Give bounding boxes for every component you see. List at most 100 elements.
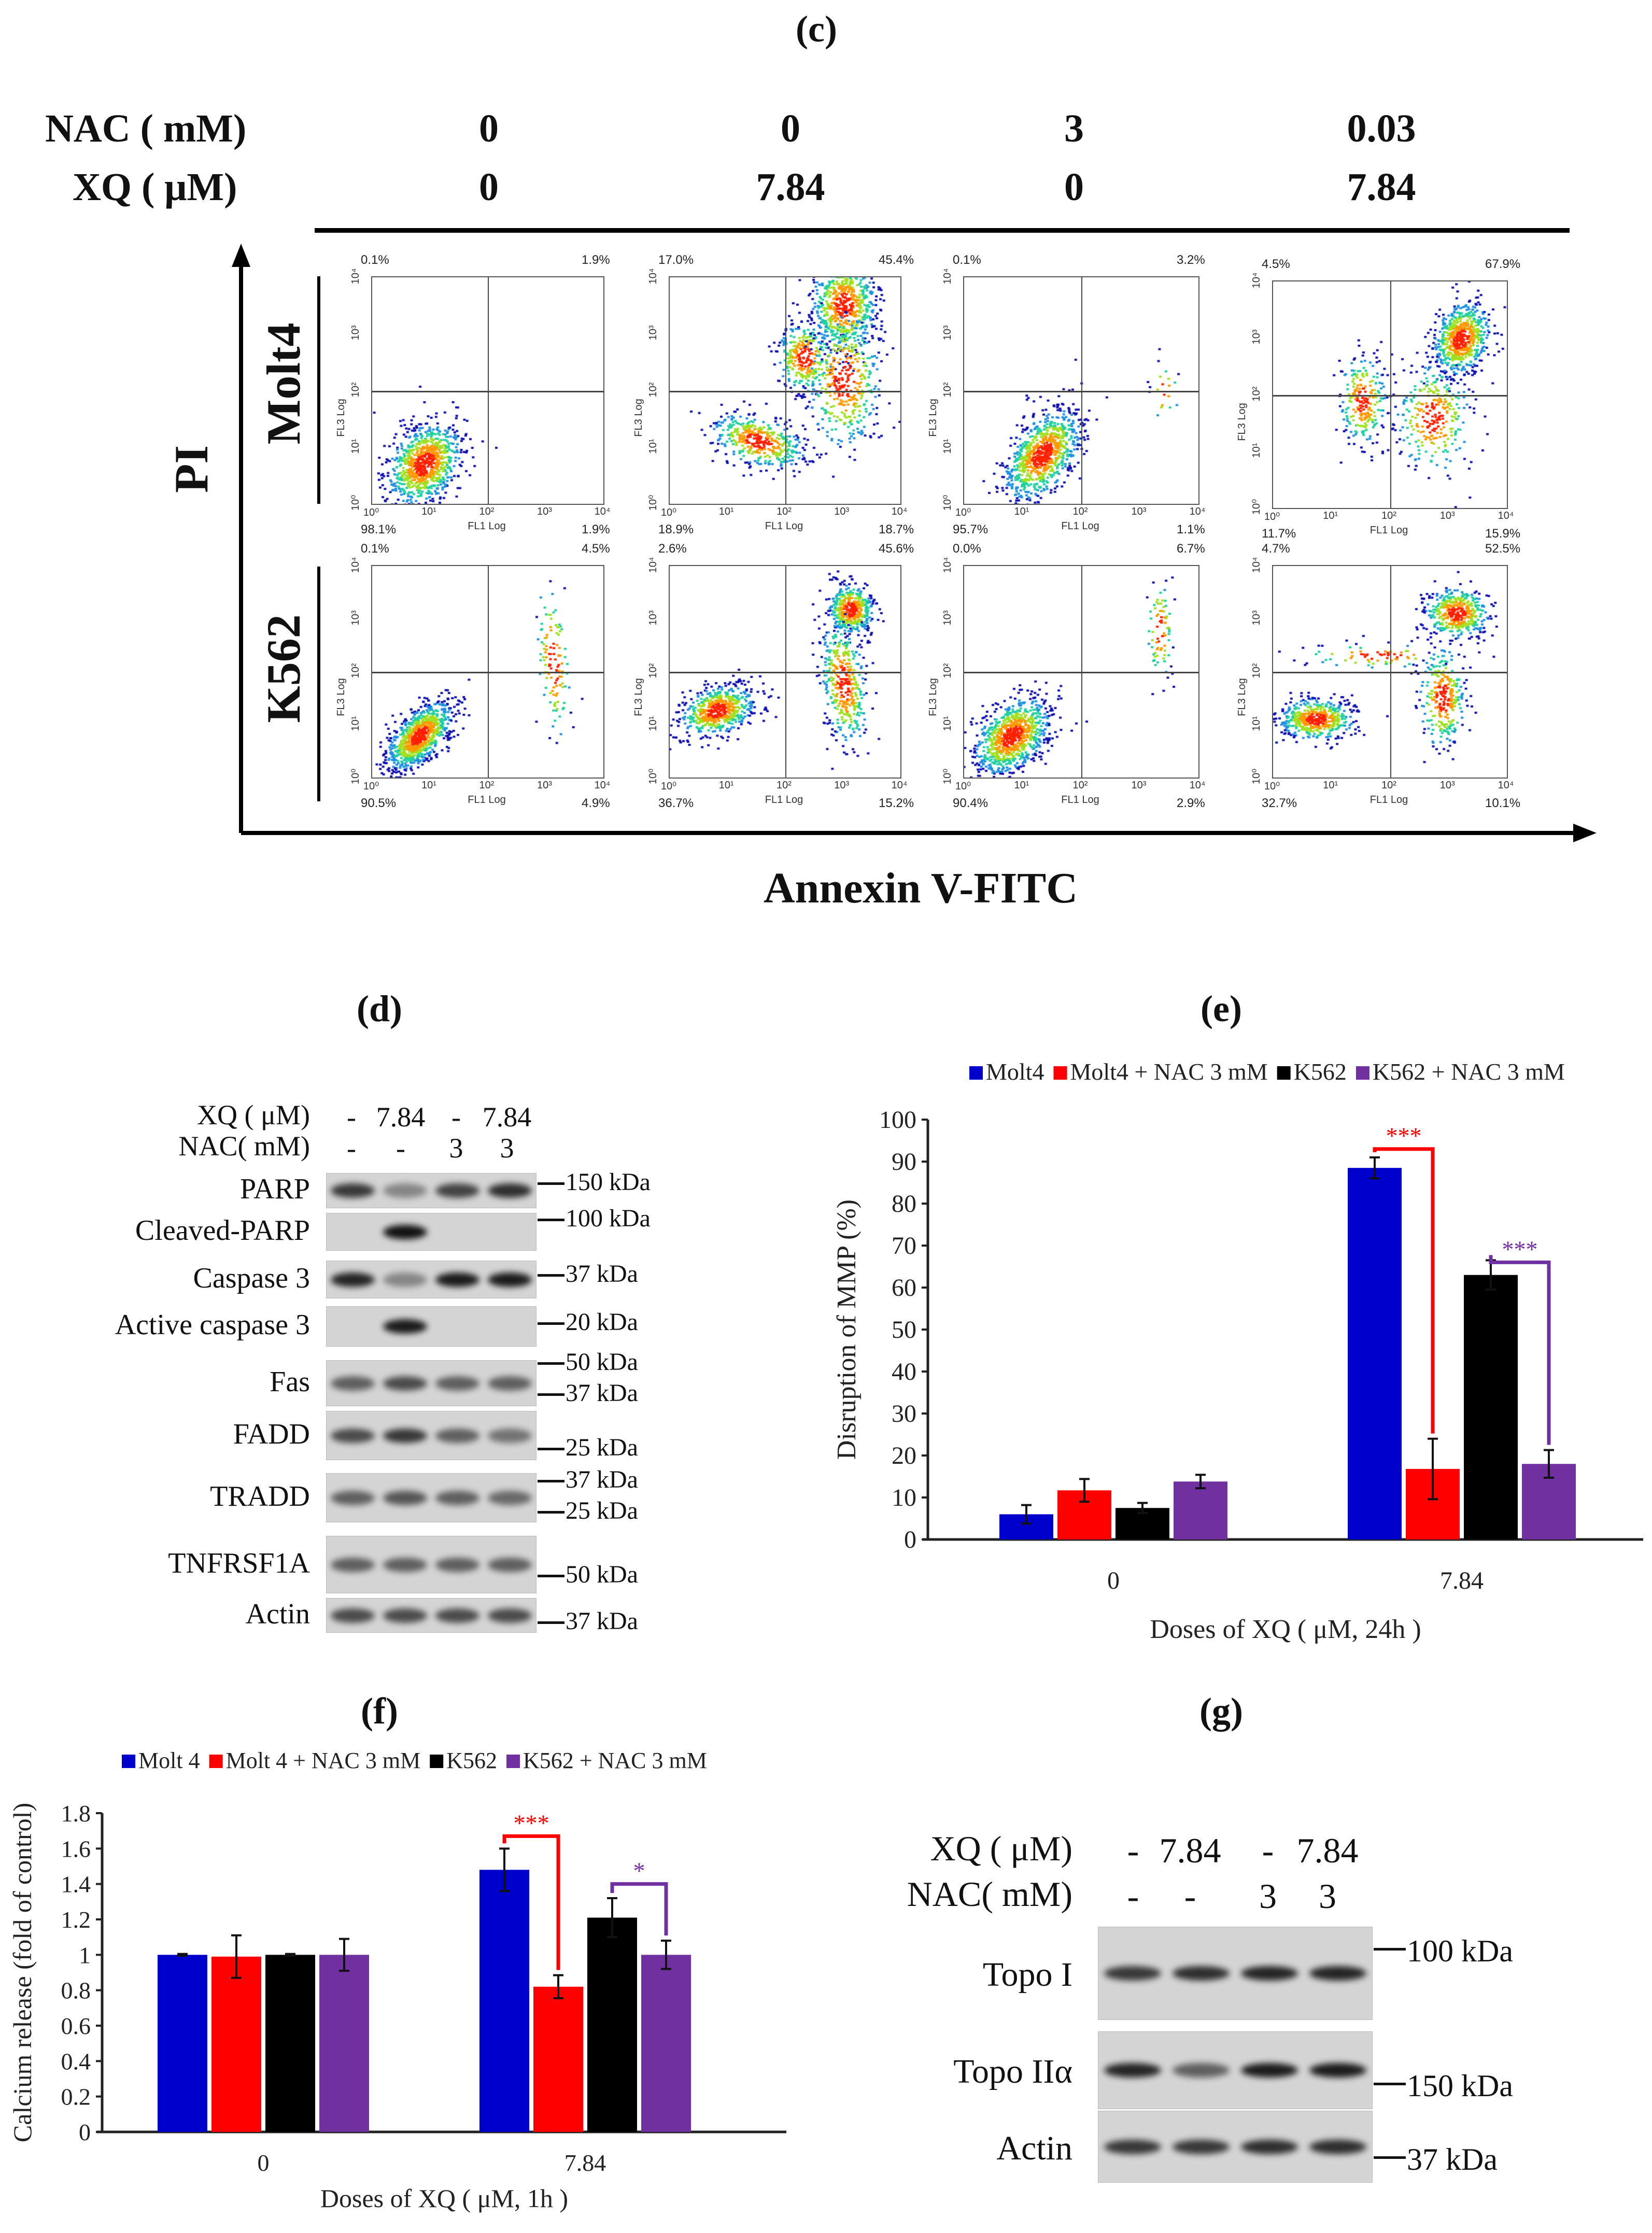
- flow-cytometry-plot: [669, 565, 901, 779]
- protein-band: [488, 1376, 532, 1391]
- marker-tick: [538, 1274, 564, 1277]
- protein-band: [383, 1224, 427, 1239]
- blot-label: TRADD: [210, 1480, 310, 1513]
- blot-strip: [1098, 2031, 1373, 2109]
- x-tick-label: 10³: [1131, 780, 1147, 791]
- quadrant-upper-right-percent: 52.5%: [1485, 542, 1521, 556]
- fl1-axis-label: FL1 Log: [468, 794, 506, 805]
- y-axis-label: Calcium release (fold of control): [8, 1803, 37, 2142]
- blot-label: Caspase 3: [193, 1262, 310, 1294]
- flow-cytometry-plot: [371, 276, 604, 505]
- molecular-weight-marker: 37 kDa: [566, 1607, 638, 1635]
- bar: [1174, 1481, 1227, 1539]
- quadrant-upper-left-percent: 4.5%: [1262, 257, 1290, 271]
- xq-label: XQ ( μM): [73, 165, 237, 209]
- legend-swatch: [1053, 1066, 1067, 1080]
- y-tick-label: 1.2: [61, 1906, 91, 1933]
- quadrant-upper-right-percent: 67.9%: [1485, 257, 1521, 271]
- blot-label: Topo IIα: [953, 2053, 1072, 2090]
- protein-band: [1309, 1966, 1367, 1981]
- nac-dose: 3: [1259, 1876, 1277, 1916]
- protein-band: [1240, 2063, 1298, 2077]
- nac-value: 0: [781, 107, 800, 150]
- protein-band: [1309, 2139, 1367, 2154]
- y-tick-label: 40: [892, 1358, 916, 1386]
- protein-band: [331, 1608, 375, 1623]
- x-tick-label: 10³: [537, 780, 552, 791]
- protein-band: [331, 1376, 375, 1391]
- flow-cytometry-plot: [963, 276, 1199, 505]
- x-tick-label: 10⁰: [660, 507, 677, 518]
- marker-tick: [538, 1393, 564, 1396]
- molecular-weight-marker: 150 kDa: [1407, 2069, 1513, 2103]
- y-tick-label: 0.4: [61, 2048, 91, 2074]
- marker-tick: [1374, 1948, 1406, 1951]
- protein-band: [435, 1183, 479, 1198]
- blot-strip: [1098, 1927, 1373, 2020]
- x-tick-label: 7.84: [564, 2150, 606, 2176]
- quadrant-upper-left-percent: 0.1%: [361, 542, 389, 556]
- nac-label: NAC( mM): [907, 1874, 1072, 1914]
- panel-label-e: (e): [1201, 988, 1242, 1029]
- blot-strip: [326, 1598, 536, 1633]
- legend-entry: Molt4 + NAC 3 mM: [1070, 1058, 1267, 1085]
- x-tick-label: 10³: [537, 506, 552, 517]
- bar: [319, 1955, 369, 2132]
- x-tick-label: 10²: [1381, 510, 1396, 521]
- y-tick-label: 1: [79, 1942, 91, 1968]
- y-tick-label: 1.8: [61, 1800, 91, 1827]
- significance-label: *: [633, 1858, 645, 1884]
- bar: [158, 1955, 207, 2132]
- bar: [533, 1986, 583, 2132]
- significance-label: ***: [514, 1810, 549, 1836]
- marker-tick: [1374, 2083, 1406, 2085]
- nac-dose: 3: [500, 1133, 514, 1164]
- protein-band: [435, 1490, 479, 1505]
- protein-band: [383, 1608, 427, 1623]
- marker-tick: [538, 1219, 564, 1221]
- quadrant-line-horizontal: [964, 390, 1198, 392]
- y-tick-label: 0.2: [61, 2084, 91, 2110]
- x-tick-label: 10¹: [1014, 780, 1029, 791]
- fl1-axis-label: FL1 Log: [1061, 520, 1099, 532]
- x-tick-label: 10²: [1072, 506, 1088, 517]
- x-tick-label: 10¹: [1323, 510, 1338, 521]
- x-tick-label: 10¹: [718, 780, 734, 791]
- nac-dose: 3: [449, 1133, 463, 1164]
- molecular-weight-marker: 100 kDa: [1407, 1934, 1513, 1968]
- molecular-weight-marker: 20 kDa: [566, 1308, 638, 1336]
- legend-entry: Molt4: [986, 1058, 1044, 1085]
- quadrant-lower-left-percent: 36.7%: [658, 796, 694, 810]
- x-tick-label: 10²: [479, 506, 495, 517]
- marker-tick: [538, 1511, 564, 1514]
- legend-entry: Molt 4: [138, 1748, 200, 1773]
- x-tick-label: 10²: [1072, 780, 1088, 791]
- blot-label: Actin: [245, 1598, 310, 1630]
- protein-band: [488, 1183, 532, 1198]
- blot-strip: [326, 1360, 536, 1406]
- x-tick-label: 10⁴: [1498, 780, 1514, 791]
- x-tick-label: 10³: [834, 780, 850, 791]
- flow-cytometry-plot: [1272, 565, 1508, 779]
- x-tick-label: 10⁰: [363, 507, 379, 518]
- protein-band: [331, 1272, 375, 1287]
- x-tick-label: 10¹: [421, 780, 436, 791]
- protein-band: [1240, 2139, 1298, 2154]
- x-tick-label: 10⁰: [660, 781, 677, 792]
- protein-band: [383, 1183, 427, 1198]
- quadrant-lower-right-percent: 2.9%: [1177, 796, 1205, 810]
- xq-dose: -: [347, 1101, 356, 1133]
- bar: [265, 1955, 315, 2132]
- xq-dose: -: [1127, 1831, 1139, 1870]
- quadrant-line-horizontal: [372, 672, 603, 673]
- annexin-axis-label: Annexin V-FITC: [763, 864, 1078, 912]
- y-tick-label: 100: [879, 1106, 916, 1134]
- marker-tick: [538, 1480, 564, 1482]
- x-tick-label: 10⁴: [1189, 506, 1206, 517]
- quadrant-upper-right-percent: 3.2%: [1177, 253, 1205, 267]
- flow-cytometry-plot: [963, 565, 1199, 779]
- flow-cytometry-plot: [669, 276, 901, 505]
- quadrant-lower-left-percent: 90.4%: [953, 796, 989, 810]
- x-tick-label: 10⁴: [891, 780, 908, 791]
